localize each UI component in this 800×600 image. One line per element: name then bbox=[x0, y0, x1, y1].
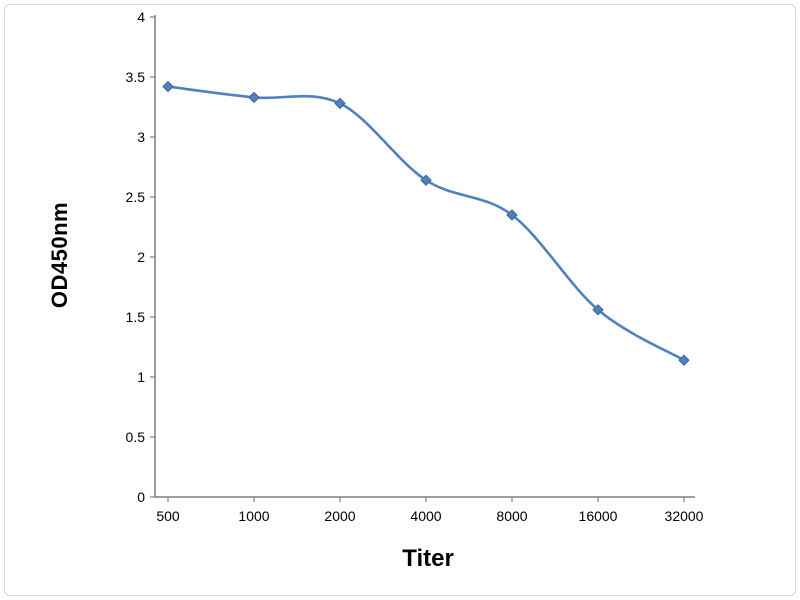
y-tick-label: 0.5 bbox=[126, 429, 146, 445]
y-tick-label: 3.5 bbox=[126, 69, 146, 85]
data-point-marker bbox=[592, 304, 604, 316]
y-tick-label: 0 bbox=[137, 489, 145, 505]
x-tick-label: 1000 bbox=[238, 508, 269, 524]
y-tick-label: 2 bbox=[137, 249, 145, 265]
data-point-marker bbox=[334, 97, 346, 110]
data-point-marker bbox=[678, 354, 690, 366]
y-tick-label: 2.5 bbox=[126, 189, 146, 205]
data-point-marker bbox=[248, 91, 260, 104]
y-tick-label: 1.5 bbox=[126, 309, 146, 325]
x-tick-label: 2000 bbox=[324, 508, 355, 524]
series-line bbox=[166, 85, 686, 362]
x-tick-label: 32000 bbox=[665, 508, 704, 524]
x-tick-label: 500 bbox=[156, 508, 180, 524]
x-tick-label: 4000 bbox=[410, 508, 441, 524]
data-point-marker bbox=[162, 80, 174, 93]
x-tick-label: 16000 bbox=[579, 508, 618, 524]
data-point-marker bbox=[420, 174, 432, 186]
y-axis-title: OD450nm bbox=[47, 201, 72, 309]
x-axis-title: Titer bbox=[402, 545, 454, 572]
y-tick-label: 1 bbox=[137, 369, 145, 385]
x-tick-label: 8000 bbox=[496, 508, 527, 524]
y-tick-label: 3 bbox=[137, 129, 145, 145]
data-point-marker bbox=[506, 209, 518, 221]
y-tick-label: 4 bbox=[137, 9, 145, 25]
